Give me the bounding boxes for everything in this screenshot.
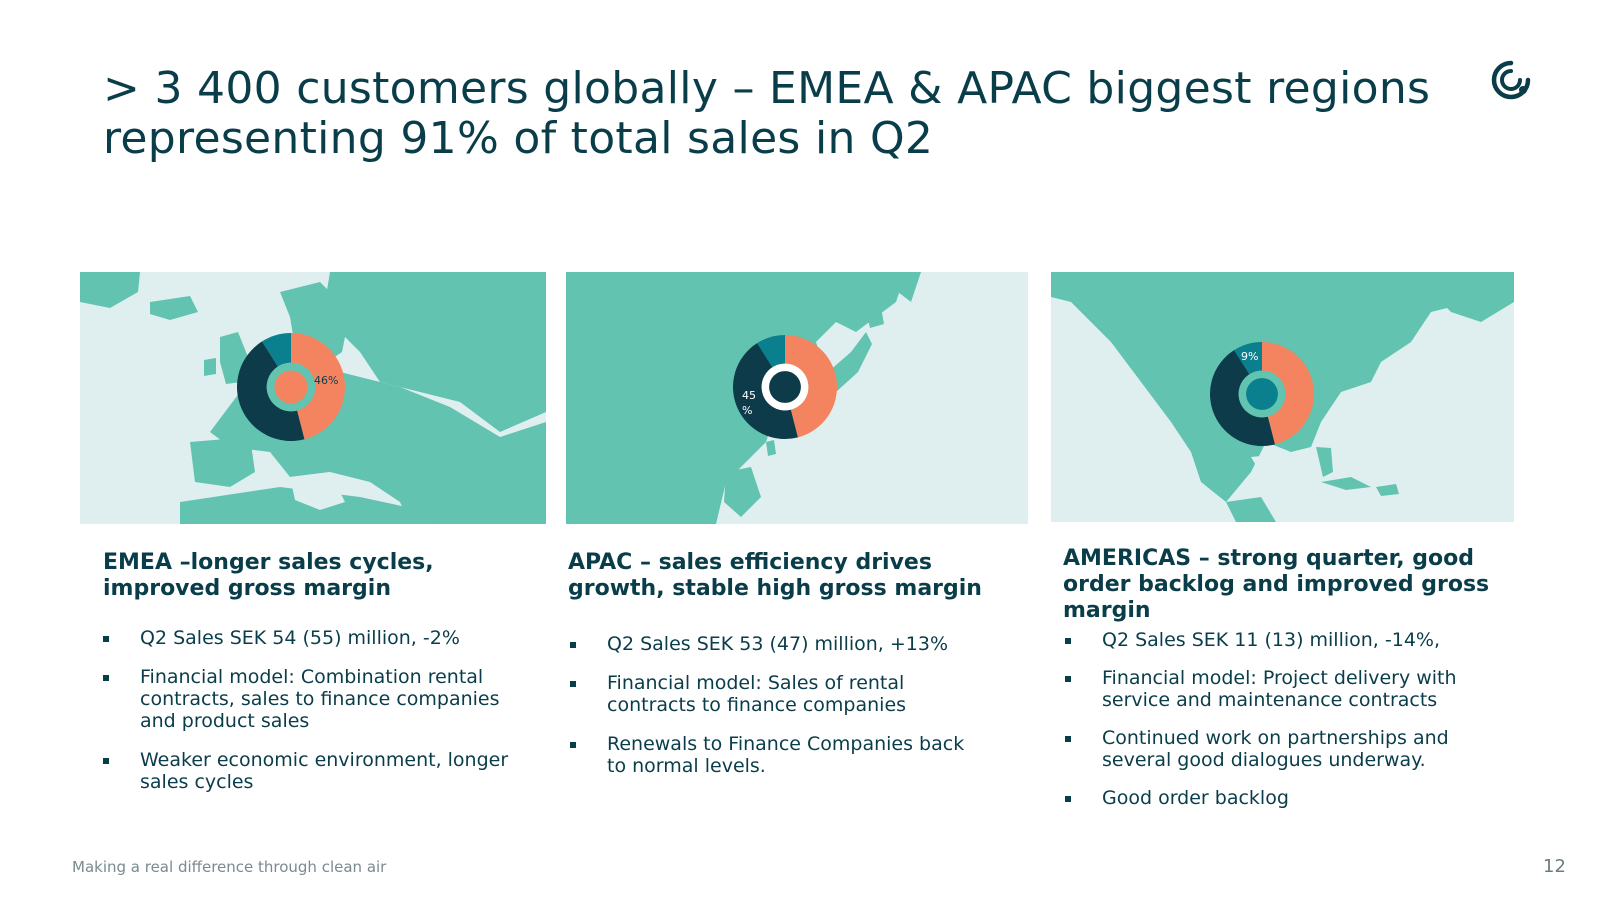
bullet-text-line: contracts to finance companies xyxy=(607,694,907,716)
emea-share-donut-chart xyxy=(237,333,345,441)
donut-slice-americas xyxy=(1234,342,1262,375)
americas-share-donut-chart xyxy=(1210,342,1314,446)
americas-bullet-list: Q2 Sales SEK 11 (13) million, -14%, Fina… xyxy=(1065,629,1545,825)
bullet-square-icon xyxy=(570,642,576,648)
page-title: > 3 400 customers globally – EMEA & APAC… xyxy=(103,64,1503,164)
emea-heading-line-1: EMEA –longer sales cycles, xyxy=(103,550,434,575)
donut-slice-emea xyxy=(785,335,838,438)
bullet-text-line: Financial model: Project delivery with xyxy=(1102,667,1457,689)
bullet-square-icon xyxy=(103,675,109,681)
donut-slice-americas xyxy=(262,333,291,367)
donut-core xyxy=(769,371,801,403)
bullet-square-icon xyxy=(1065,796,1071,802)
apac-share-label: 45 % xyxy=(742,388,756,418)
apac-heading-line-2: growth, stable high gross margin xyxy=(568,576,982,601)
list-item: Financial model: Project delivery with s… xyxy=(1065,667,1545,711)
donut-slice-apac xyxy=(237,341,305,441)
americas-heading-line-2: order backlog and improved gross xyxy=(1063,572,1490,597)
bullet-text-line: Continued work on partnerships and xyxy=(1102,727,1449,749)
list-item: Good order backlog xyxy=(1065,787,1545,809)
donut-slice-emea xyxy=(1262,342,1314,445)
list-item: Q2 Sales SEK 11 (13) million, -14%, xyxy=(1065,629,1545,651)
bullet-text-line: Q2 Sales SEK 53 (47) million, +13% xyxy=(607,633,949,655)
bullet-square-icon xyxy=(570,681,576,687)
emea-share-label: 46% xyxy=(314,374,339,387)
emea-heading: EMEA –longer sales cycles, improved gros… xyxy=(103,550,543,602)
list-item: Financial model: Combination rental cont… xyxy=(103,666,543,732)
bullet-square-icon xyxy=(103,758,109,764)
list-item: Financial model: Sales of rental contrac… xyxy=(570,672,1010,716)
page-title-line-1: > 3 400 customers globally – EMEA & APAC… xyxy=(103,63,1431,114)
apac-heading: APAC – sales efficiency drives growth, s… xyxy=(568,550,1008,602)
apac-share-label-line-2: % xyxy=(742,404,753,417)
donut-slice-emea xyxy=(291,333,345,440)
bullet-square-icon xyxy=(1065,676,1071,682)
list-item: Renewals to Finance Companies back to no… xyxy=(570,733,1010,777)
list-item: Continued work on partnerships and sever… xyxy=(1065,727,1545,771)
bullet-text-line: Q2 Sales SEK 54 (55) million, -2% xyxy=(140,627,460,649)
bullet-text-line: service and maintenance contracts xyxy=(1102,689,1438,711)
bullet-square-icon xyxy=(570,742,576,748)
apac-heading-line-1: APAC – sales efficiency drives xyxy=(568,550,932,575)
bullet-text-line: to normal levels. xyxy=(607,755,766,777)
apac-share-donut-chart xyxy=(733,335,838,439)
americas-heading-line-3: margin xyxy=(1063,598,1151,623)
donut-core xyxy=(274,370,308,404)
donut-slice-apac xyxy=(1210,350,1275,446)
emea-heading-line-2: improved gross margin xyxy=(103,576,391,601)
bullet-text-line: Weaker economic environment, longer xyxy=(140,749,509,771)
donut-slice-americas xyxy=(757,335,785,368)
page-title-line-2: representing 91% of total sales in Q2 xyxy=(103,113,934,164)
americas-heading: AMERICAS – strong quarter, good order ba… xyxy=(1063,546,1523,624)
donut-slice-apac xyxy=(733,343,798,439)
bullet-text-line: Financial model: Combination rental xyxy=(140,666,484,688)
emea-bullet-list: Q2 Sales SEK 54 (55) million, -2% Financ… xyxy=(103,627,543,810)
apac-bullet-list: Q2 Sales SEK 53 (47) million, +13% Finan… xyxy=(570,633,1010,794)
bullet-text-line: and product sales xyxy=(140,710,310,732)
company-logo-icon xyxy=(1491,60,1531,100)
bullet-text-line: contracts, sales to finance companies xyxy=(140,688,500,710)
americas-share-label: 9% xyxy=(1241,350,1259,363)
list-item: Q2 Sales SEK 54 (55) million, -2% xyxy=(103,627,543,649)
bullet-square-icon xyxy=(1065,638,1071,644)
americas-heading-line-1: AMERICAS – strong quarter, good xyxy=(1063,546,1474,571)
bullet-text-line: several good dialogues underway. xyxy=(1102,749,1426,771)
footer-tagline: Making a real difference through clean a… xyxy=(72,858,387,876)
bullet-square-icon xyxy=(103,636,109,642)
list-item: Weaker economic environment, longer sale… xyxy=(103,749,543,793)
bullet-square-icon xyxy=(1065,736,1071,742)
bullet-text-line: sales cycles xyxy=(140,771,254,793)
donut-core xyxy=(1246,378,1278,410)
page-number: 12 xyxy=(1543,856,1566,877)
list-item: Q2 Sales SEK 53 (47) million, +13% xyxy=(570,633,1010,655)
bullet-text-line: Good order backlog xyxy=(1102,787,1289,809)
bullet-text-line: Financial model: Sales of rental xyxy=(607,672,905,694)
apac-share-label-line-1: 45 xyxy=(742,389,756,402)
bullet-text-line: Renewals to Finance Companies back xyxy=(607,733,965,755)
bullet-text-line: Q2 Sales SEK 11 (13) million, -14%, xyxy=(1102,629,1441,651)
